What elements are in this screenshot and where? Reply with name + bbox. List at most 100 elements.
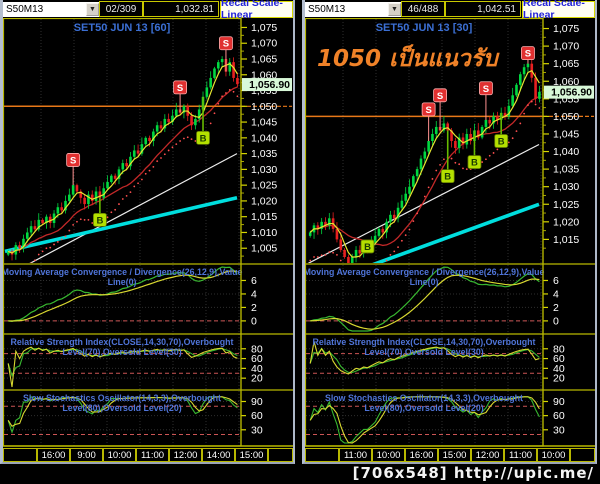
svg-text:B: B [200, 133, 207, 144]
time-label: 10:00 [537, 448, 570, 462]
svg-text:S: S [177, 83, 183, 94]
svg-text:60: 60 [251, 410, 263, 422]
indicator-header: Moving Average Convergence / Divergence(… [3, 267, 243, 277]
svg-text:Line(0): Line(0) [410, 277, 439, 287]
svg-text:1,056.90: 1,056.90 [551, 87, 592, 99]
sell-signal-marker [421, 102, 436, 117]
svg-text:6: 6 [553, 275, 559, 287]
svg-text:B: B [364, 242, 371, 253]
svg-text:1,020: 1,020 [553, 216, 579, 228]
svg-text:1,050: 1,050 [251, 101, 277, 113]
svg-text:1,030: 1,030 [553, 181, 579, 193]
chart-window-right: S50M13 ▼ 46/488 1,042.51 Recal Scale-Lin… [302, 0, 597, 464]
indicator-header: Relative Strength Index(CLOSE,14,30,70),… [313, 337, 536, 347]
buy-signal-marker [494, 134, 509, 148]
svg-text:2: 2 [553, 302, 559, 314]
time-label: 12:00 [169, 448, 202, 462]
buy-signal-marker [196, 130, 210, 145]
svg-text:1,010: 1,010 [251, 227, 277, 239]
indicator-header: Relative Strength Index(CLOSE,14,30,70),… [11, 337, 234, 347]
chart-title: SET50 JUN 13 [30] [376, 22, 473, 34]
svg-text:1,015: 1,015 [251, 211, 277, 223]
time-axis-spacer [3, 448, 37, 462]
svg-text:B: B [498, 137, 505, 148]
toolbar-right: S50M13 ▼ 46/488 1,042.51 Recal Scale-Lin… [305, 0, 595, 21]
svg-text:1,045: 1,045 [553, 128, 579, 140]
recal-scale-button[interactable]: Recal Scale-Linear [522, 0, 595, 21]
time-label: 15:00 [235, 448, 268, 462]
svg-text:6: 6 [251, 275, 257, 287]
time-axis-tail [570, 448, 595, 462]
time-label: 11:00 [339, 448, 372, 462]
time-label: 10:00 [372, 448, 405, 462]
svg-text:1,060: 1,060 [553, 76, 579, 88]
chart-window-left: S50M13 ▼ 02/309 1,032.81 Recal Scale-Lin… [0, 0, 295, 464]
svg-text:B: B [471, 158, 478, 169]
time-label: 11:00 [136, 448, 169, 462]
svg-text:4: 4 [553, 288, 559, 300]
svg-text:60: 60 [553, 410, 565, 422]
svg-text:S: S [70, 155, 76, 166]
svg-text:Level(70),Oversold Level(30): Level(70),Oversold Level(30) [62, 347, 181, 357]
svg-text:Level(70),Oversold Level(30): Level(70),Oversold Level(30) [364, 347, 483, 357]
svg-text:40: 40 [553, 363, 565, 375]
time-axis-left: 16:00 9:00 10:00 11:00 12:00 14:00 15:00 [3, 448, 293, 462]
sell-signal-marker [479, 81, 493, 96]
indicator-header: Slow Stochastics Oscillator(14,3,3),Over… [23, 393, 221, 403]
svg-text:Level(80),Oversold Level(20): Level(80),Oversold Level(20) [364, 403, 483, 413]
svg-text:0: 0 [251, 315, 257, 327]
chevron-down-icon[interactable]: ▼ [388, 2, 401, 16]
indicator-header: Moving Average Convergence / Divergence(… [305, 267, 545, 277]
svg-text:1,065: 1,065 [553, 58, 579, 70]
indicator-header: Slow Stochastics Oscillator(14,3,3),Over… [325, 393, 523, 403]
last-price-tag [544, 85, 594, 99]
svg-text:1,056.90: 1,056.90 [249, 79, 290, 91]
time-label: 14:00 [202, 448, 235, 462]
sell-signal-marker [66, 153, 81, 167]
svg-text:S: S [437, 91, 443, 102]
buy-signal-marker [440, 169, 455, 184]
svg-text:90: 90 [251, 396, 263, 408]
symbol-select[interactable]: S50M13 ▼ [305, 1, 401, 17]
time-axis-right: 11:00 10:00 16:00 15:00 12:00 11:00 10:00 [305, 448, 595, 462]
recal-scale-button[interactable]: Recal Scale-Linear [220, 0, 293, 21]
time-label: 16:00 [405, 448, 438, 462]
time-label: 16:00 [37, 448, 70, 462]
svg-text:Line(0): Line(0) [108, 277, 137, 287]
svg-text:1,045: 1,045 [251, 117, 277, 129]
svg-text:B: B [96, 215, 103, 226]
svg-text:1,005: 1,005 [251, 243, 277, 255]
svg-text:1,070: 1,070 [251, 38, 277, 50]
svg-text:1,025: 1,025 [553, 199, 579, 211]
price-chart-left[interactable]: S B S B S SET50 JUN 13 [60] 1,005 1,010 1,015 1,0… [3, 18, 293, 448]
chevron-down-icon[interactable]: ▼ [86, 2, 99, 16]
svg-text:20: 20 [251, 373, 263, 385]
buy-signal-marker [360, 239, 375, 254]
time-axis-tail [268, 448, 293, 462]
watermark: [706x548] http://upic.me/ [352, 464, 594, 482]
price-chart-right[interactable]: B S S B B S B S SET50 JUN 13 [30] 1050 เป็นแนวรับ… [305, 18, 595, 448]
last-value: 1,032.81 [143, 1, 219, 17]
time-label: 9:00 [70, 448, 103, 462]
svg-text:4: 4 [251, 288, 257, 300]
buy-signal-marker [467, 155, 482, 169]
svg-text:S: S [425, 105, 431, 116]
svg-text:1,075: 1,075 [251, 22, 277, 34]
bar-counter: 46/488 [401, 1, 445, 17]
svg-text:1,035: 1,035 [251, 148, 277, 160]
svg-text:1,070: 1,070 [553, 41, 579, 53]
svg-text:1,035: 1,035 [553, 164, 579, 176]
time-axis-spacer [305, 448, 339, 462]
symbol-select[interactable]: S50M13 ▼ [3, 1, 99, 17]
svg-text:90: 90 [553, 396, 565, 408]
symbol-label: S50M13 [308, 3, 346, 15]
sell-signal-marker [433, 88, 447, 103]
symbol-label: S50M13 [6, 3, 44, 15]
svg-text:40: 40 [251, 363, 263, 375]
sell-signal-marker [173, 80, 188, 95]
svg-text:2: 2 [251, 302, 257, 314]
svg-text:S: S [223, 39, 229, 50]
last-value: 1,042.51 [445, 1, 521, 17]
svg-text:1,025: 1,025 [251, 180, 277, 192]
svg-text:60: 60 [553, 353, 565, 365]
